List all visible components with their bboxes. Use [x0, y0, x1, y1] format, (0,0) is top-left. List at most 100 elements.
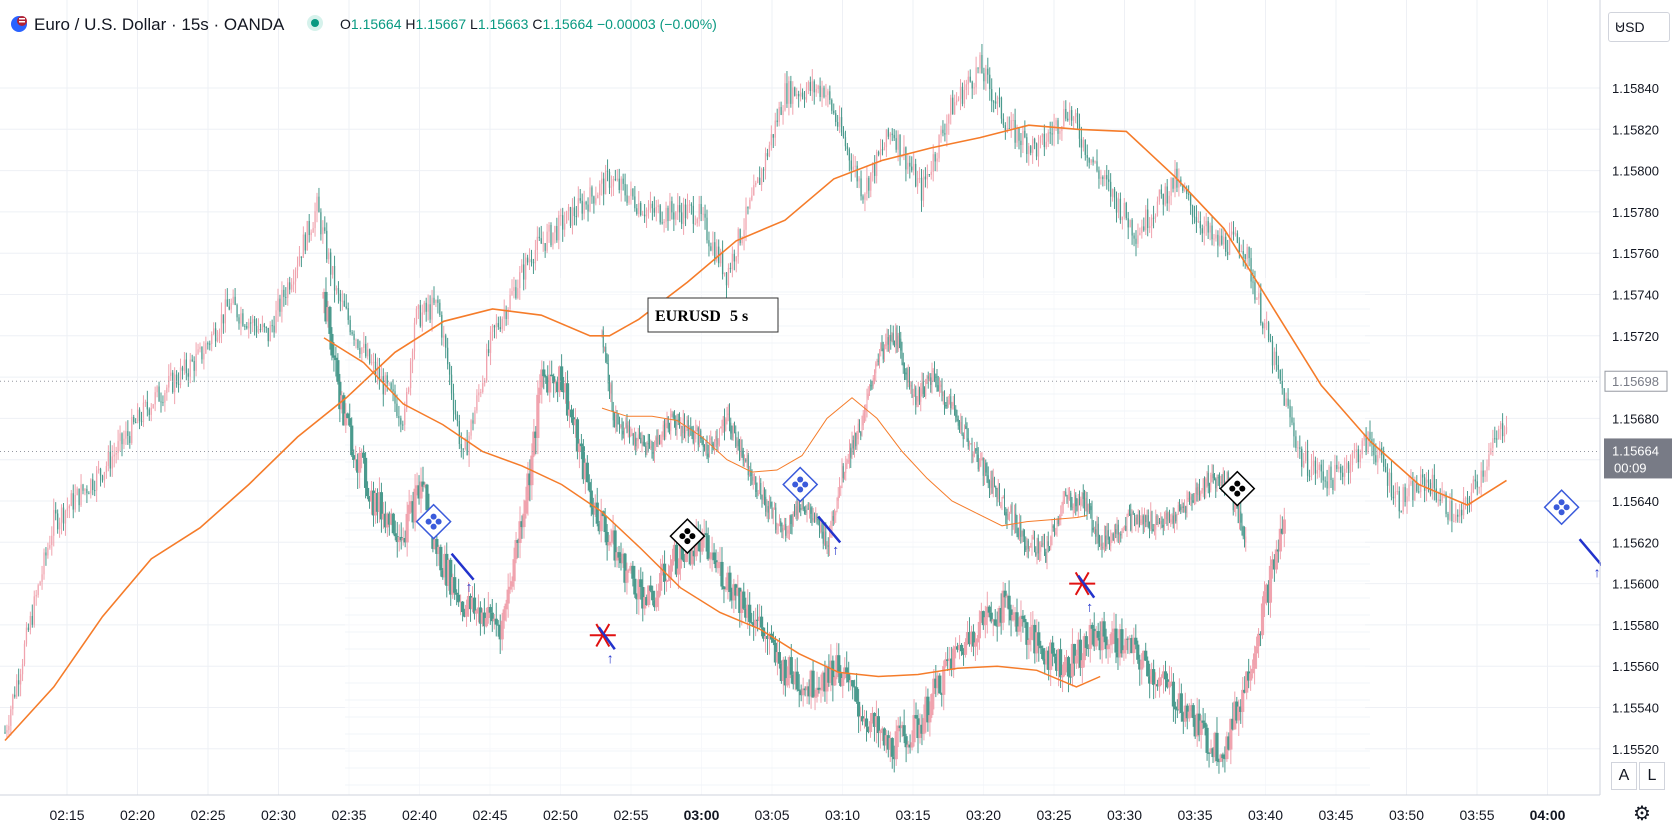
- inset-sub-candle: [691, 428, 693, 430]
- main-candle: [712, 242, 714, 251]
- inset-sub-candle: [760, 482, 762, 495]
- main-candle: [248, 322, 250, 329]
- main-candle: [1227, 251, 1229, 255]
- inset-candle: [532, 431, 536, 456]
- inset-sub-candle: [1022, 530, 1024, 537]
- close-label: C: [532, 16, 543, 32]
- main-candle: [84, 488, 86, 491]
- inset-sub-candle: [949, 396, 950, 401]
- inset-candle: [1029, 626, 1033, 640]
- symbol-title[interactable]: Euro / U.S. Dollar · 15s · OANDA: [34, 15, 285, 34]
- inset-sub-candle: [861, 425, 863, 436]
- gear-icon[interactable]: ⚙: [1633, 803, 1651, 825]
- inset-sub-candle: [649, 443, 650, 448]
- inset-sub-candle: [1141, 515, 1143, 520]
- main-candle: [1162, 193, 1164, 205]
- main-candle: [1111, 188, 1114, 197]
- main-candle: [1098, 170, 1100, 179]
- inset-sub-candle: [1039, 551, 1040, 554]
- inset-candle: [565, 383, 570, 416]
- inset-sub-candle: [852, 440, 854, 449]
- main-candle: [1314, 460, 1317, 474]
- main-candle: [521, 264, 523, 273]
- main-candle: [1092, 159, 1094, 163]
- inset-candle: [1023, 618, 1027, 623]
- inset-candle: [540, 369, 544, 388]
- main-candle: [883, 147, 886, 151]
- main-candle: [265, 327, 267, 329]
- log-scale-button[interactable]: L: [1639, 762, 1665, 790]
- main-candle: [1071, 110, 1073, 121]
- main-candle: [437, 299, 439, 303]
- main-candle: [250, 322, 252, 324]
- currency-select[interactable]: USD ⌄: [1608, 12, 1670, 42]
- main-candle: [398, 416, 400, 419]
- inset-sub-candle: [890, 335, 892, 342]
- inset-sub-candle: [969, 443, 970, 447]
- inset-sub-candle: [925, 379, 927, 397]
- inset-sub-candle: [1130, 513, 1132, 531]
- main-candle: [916, 178, 919, 187]
- main-candle: [538, 236, 540, 239]
- inset-sub-candle: [755, 476, 757, 492]
- inset-candle: [797, 689, 801, 691]
- main-candle: [484, 380, 486, 384]
- inset-candle: [908, 744, 912, 748]
- main-candle: [704, 213, 706, 218]
- inset-sub-candle: [961, 421, 963, 435]
- main-candle: [1012, 120, 1014, 122]
- inset-candle: [995, 625, 999, 627]
- inset-candle: [322, 291, 326, 299]
- main-candle: [470, 420, 472, 436]
- inset-label-box: [647, 297, 779, 333]
- inset-candle: [1173, 706, 1177, 710]
- main-candle: [203, 353, 205, 360]
- main-candle: [1420, 474, 1422, 493]
- inset-candle: [680, 546, 684, 560]
- inset-sub-candle: [1240, 511, 1242, 523]
- inset-candle: [379, 492, 384, 520]
- inset-sub-candle: [626, 422, 628, 432]
- inset-candle: [759, 616, 764, 628]
- black-diamond-signal-icon: [1219, 470, 1256, 507]
- inset-sub-candle: [896, 327, 898, 350]
- diamond-dot: [1234, 490, 1241, 497]
- main-candle: [6, 730, 8, 733]
- main-candle: [51, 535, 53, 546]
- inset-candle: [754, 619, 758, 627]
- main-candle: [1209, 225, 1211, 233]
- inset-candle: [1070, 643, 1075, 677]
- main-candle: [322, 227, 324, 235]
- diamond-frame: [415, 503, 452, 540]
- inset-candle: [466, 595, 471, 605]
- inset-candle: [506, 589, 510, 604]
- main-candle: [659, 205, 661, 223]
- inset-candle: [573, 419, 578, 426]
- main-candle: [415, 308, 418, 323]
- main-candle: [1016, 128, 1018, 143]
- inset-candle: [734, 584, 738, 596]
- price-tick-label: 1.15820: [1612, 122, 1659, 137]
- inset-sub-candle: [1106, 530, 1108, 547]
- inset-candle: [1033, 624, 1037, 654]
- main-candle: [601, 178, 603, 184]
- inset-sub-candle: [935, 376, 937, 378]
- inset-sub-candle: [881, 342, 883, 349]
- inset-candle: [409, 501, 413, 505]
- inset-sub-candle: [1037, 538, 1039, 554]
- inset-sub-candle: [641, 441, 643, 444]
- inset-sub-candle: [1019, 522, 1020, 538]
- time-tick-label: 03:15: [895, 807, 930, 823]
- inset-candle: [773, 642, 778, 663]
- inset-candle: [841, 678, 845, 686]
- eur-usd-flag-icon[interactable]: [10, 15, 28, 33]
- main-candle: [653, 208, 655, 213]
- auto-scale-button[interactable]: A: [1611, 762, 1637, 790]
- inset-sub-candle: [771, 506, 773, 519]
- inset-candle: [550, 374, 554, 377]
- inset-sub-candle: [710, 438, 712, 440]
- main-candle: [1026, 137, 1028, 155]
- inset-sub-candle: [991, 480, 993, 494]
- time-tick-label: 03:20: [966, 807, 1001, 823]
